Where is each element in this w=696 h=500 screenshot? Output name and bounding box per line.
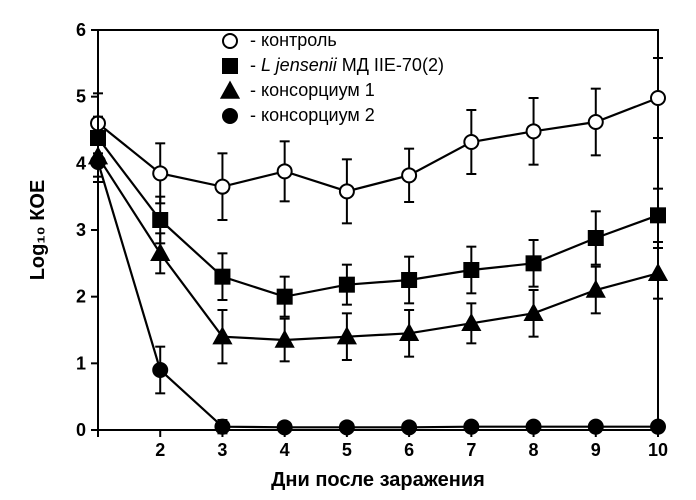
series-ljensenii: [91, 117, 665, 317]
marker: [651, 420, 665, 434]
marker: [651, 208, 665, 222]
marker: [215, 420, 229, 434]
y-tick-label: 5: [76, 87, 86, 107]
y-tick-label: 1: [76, 353, 86, 373]
plot-border: [98, 30, 658, 430]
x-tick-label: 5: [342, 440, 352, 460]
legend-label: - консорциум 1: [250, 80, 375, 100]
series-control: [91, 58, 665, 223]
y-tick-label: 0: [76, 420, 86, 440]
marker: [464, 135, 478, 149]
marker: [589, 231, 603, 245]
marker: [153, 363, 167, 377]
x-tick-label: 7: [466, 440, 476, 460]
marker: [650, 265, 667, 280]
x-tick-label: 4: [280, 440, 290, 460]
series-cons2: [91, 142, 665, 434]
marker: [589, 115, 603, 129]
y-tick-label: 2: [76, 287, 86, 307]
marker: [340, 420, 354, 434]
x-tick-label: 10: [648, 440, 668, 460]
marker: [278, 164, 292, 178]
x-tick-label: 6: [404, 440, 414, 460]
legend-marker: [223, 34, 237, 48]
chart-svg: 2 3 4 5 6 7 8 9 10 0 1 2 3 4 5 6 Дни после заражения Log₁…: [0, 0, 696, 500]
legend-label: - консорциум 2: [250, 105, 375, 125]
y-axis-label: Log₁₀ КОЕ: [27, 180, 49, 281]
marker: [278, 420, 292, 434]
marker: [278, 290, 292, 304]
marker: [215, 270, 229, 284]
legend-label: - L jensenii МД IIE-70(2): [250, 55, 444, 75]
marker: [215, 180, 229, 194]
chart-container: 2 3 4 5 6 7 8 9 10 0 1 2 3 4 5 6 Дни после заражения Log₁…: [0, 0, 696, 500]
series-line: [98, 138, 658, 297]
legend: - контроль - L jensenii МД IIE-70(2) - кон…: [222, 30, 444, 125]
legend-marker: [222, 83, 239, 98]
marker: [153, 166, 167, 180]
marker: [527, 124, 541, 138]
marker: [464, 263, 478, 277]
y-tick-label: 4: [76, 153, 86, 173]
series-cons1: [90, 137, 667, 364]
legend-label: - контроль: [250, 30, 337, 50]
x-tick-label: 9: [591, 440, 601, 460]
x-tick-label: 2: [155, 440, 165, 460]
x-tick-label: 3: [217, 440, 227, 460]
marker: [527, 420, 541, 434]
series-line: [98, 98, 658, 191]
x-axis-label: Дни после заражения: [271, 469, 485, 491]
marker: [91, 155, 105, 169]
marker: [340, 184, 354, 198]
marker: [340, 278, 354, 292]
marker: [402, 168, 416, 182]
legend-marker: [223, 59, 237, 73]
legend-marker: [223, 109, 237, 123]
marker: [527, 256, 541, 270]
marker: [402, 273, 416, 287]
marker: [589, 420, 603, 434]
marker: [464, 420, 478, 434]
series-line: [98, 162, 658, 427]
y-tick-label: 6: [76, 20, 86, 40]
x-tick-label: 8: [529, 440, 539, 460]
marker: [152, 245, 169, 260]
marker: [153, 213, 167, 227]
marker: [525, 305, 542, 320]
marker: [402, 420, 416, 434]
marker: [651, 91, 665, 105]
y-tick-label: 3: [76, 220, 86, 240]
